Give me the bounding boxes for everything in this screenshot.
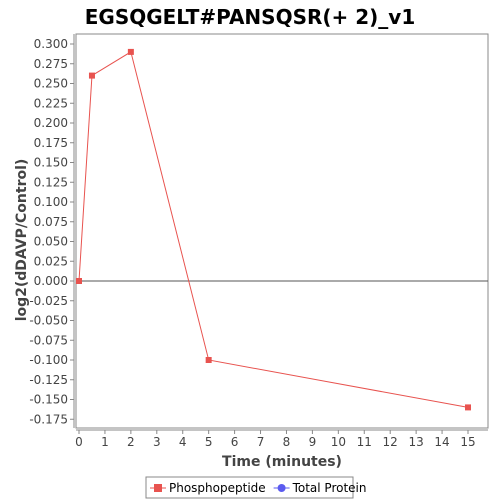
plot-area: [75, 33, 489, 429]
series-group: [76, 48, 471, 411]
x-tick-label: 12: [383, 435, 398, 449]
legend-label: Total Protein: [292, 481, 367, 495]
y-tick-label: 0.175: [34, 136, 68, 150]
y-tick-label: 0.300: [34, 37, 68, 51]
y-tick-label: -0.125: [29, 373, 68, 387]
x-tick-label: 15: [460, 435, 475, 449]
y-axis-label: log2(dDAVP/Control): [14, 159, 30, 322]
x-tick-label: 6: [231, 435, 239, 449]
y-tick-label: 0.025: [34, 254, 68, 268]
legend-label: Phosphopeptide: [169, 481, 266, 495]
x-axis-label: Time (minutes): [222, 454, 342, 470]
x-tick-label: 14: [434, 435, 449, 449]
y-tick-label: 0.200: [34, 116, 68, 130]
x-tick-label: 4: [179, 435, 187, 449]
x-axis: 0 1 2 3 4 5 6 7 8 9 10 11 12 13 14 15: [75, 429, 488, 449]
data-point: [76, 278, 82, 284]
data-point: [127, 48, 134, 55]
y-tick-label: 0.000: [34, 274, 68, 288]
legend-marker-circle: [277, 484, 286, 492]
y-tick-label: -0.050: [29, 314, 68, 328]
x-tick-label: 8: [283, 435, 291, 449]
legend: Phosphopeptide Total Protein: [145, 476, 367, 499]
y-tick-label: -0.175: [29, 412, 68, 426]
legend-box: [145, 476, 354, 499]
x-tick-label: 9: [309, 435, 317, 449]
y-tick-label: 0.075: [34, 215, 68, 229]
x-tick-label: 1: [101, 435, 109, 449]
data-point: [88, 72, 95, 79]
y-tick-label: 0.100: [34, 195, 68, 209]
chart-title: EGSQGELT#PANSQSR(+ 2)_v1: [85, 5, 416, 29]
x-tick-label: 11: [357, 435, 372, 449]
x-tick-label: 7: [257, 435, 265, 449]
y-tick-label: -0.100: [29, 353, 68, 367]
legend-marker-square: [154, 484, 162, 492]
y-tick-label: 0.150: [34, 156, 68, 170]
y-tick-label: 0.250: [34, 77, 68, 91]
y-tick-label: 0.225: [34, 96, 68, 110]
x-tick-label: 5: [205, 435, 213, 449]
y-tick-label: -0.025: [29, 294, 68, 308]
x-tick-label: 10: [331, 435, 346, 449]
x-tick-label: 13: [408, 435, 423, 449]
x-tick-label: 0: [75, 435, 83, 449]
y-tick-label: 0.125: [34, 175, 68, 189]
y-tick-label: -0.150: [29, 393, 68, 407]
y-axis: 0.300 0.275 0.250 0.225 0.200 0.175 0.150 0.125…: [29, 34, 75, 428]
data-point: [465, 404, 471, 411]
data-point: [205, 357, 212, 363]
y-tick-label: -0.075: [29, 333, 68, 347]
y-tick-label: 0.050: [34, 235, 68, 249]
x-tick-label: 2: [127, 435, 135, 449]
x-tick-label: 3: [153, 435, 161, 449]
y-tick-label: 0.275: [34, 57, 68, 71]
